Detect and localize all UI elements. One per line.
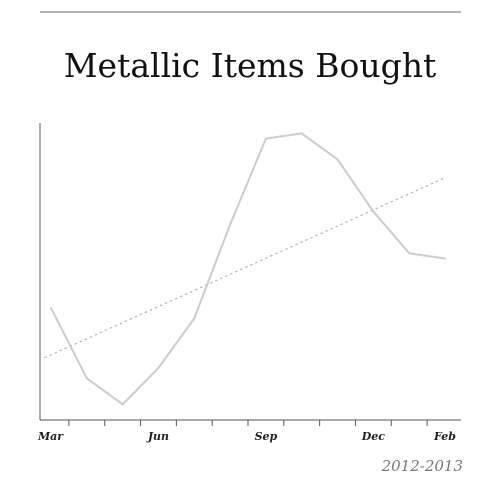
data-point <box>372 210 375 213</box>
x-ticks <box>68 420 428 426</box>
trend-line <box>44 177 446 359</box>
data-point <box>408 252 411 255</box>
data-point <box>121 403 124 406</box>
data-point <box>157 366 160 369</box>
x-tick-labels: Mar Jun Sep Dec Feb <box>37 430 456 443</box>
data-point <box>300 132 303 135</box>
x-tick-label: Feb <box>433 430 456 443</box>
data-point <box>85 377 88 380</box>
x-tick-label: Jun <box>146 430 169 443</box>
chart-title: Metallic Items Bought <box>64 46 436 85</box>
data-point <box>229 223 232 226</box>
x-tick-label: Sep <box>255 430 278 443</box>
data-point <box>336 158 339 161</box>
series-line <box>50 132 446 406</box>
data-point <box>193 317 196 320</box>
chart-subtitle: 2012-2013 <box>381 457 463 475</box>
data-points <box>50 132 446 406</box>
data-point <box>444 257 446 260</box>
data-point <box>264 137 267 140</box>
x-tick-label: Dec <box>361 430 386 443</box>
x-tick-label: Mar <box>37 430 64 443</box>
data-point <box>50 306 52 309</box>
